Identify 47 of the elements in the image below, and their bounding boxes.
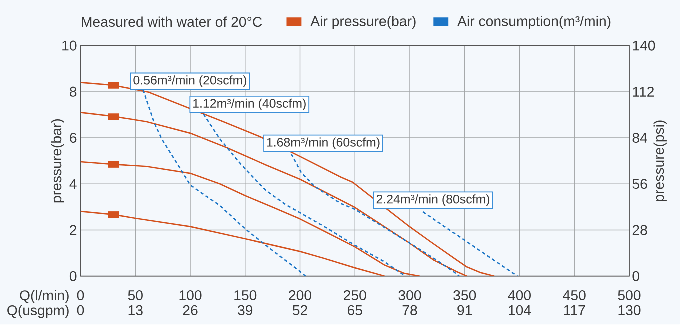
x-tick-label: 250 xyxy=(344,290,366,301)
y-tick-label: 10 xyxy=(62,40,77,51)
x-tick-label: 50 xyxy=(128,290,143,301)
y-tick-label: 2 xyxy=(70,225,77,236)
x2-tick-label: 65 xyxy=(348,306,362,316)
x-tick-label: 350 xyxy=(454,290,476,301)
x-tick-label: 300 xyxy=(398,290,422,301)
y2-tick-label: 112 xyxy=(633,87,654,98)
x-tick-label: 0 xyxy=(77,290,84,301)
x-tick-label: 500 xyxy=(618,290,641,301)
annotation: 0.56m³/min (20scfm) xyxy=(134,76,247,88)
x2-tick-label: 26 xyxy=(183,306,198,316)
x-tick-label: 150 xyxy=(234,290,257,301)
y2-tick-label: 84 xyxy=(632,133,648,144)
text: Measured with water of 20°C xyxy=(82,16,262,28)
x2-tick-label: 117 xyxy=(564,306,586,316)
line-series xyxy=(422,212,518,277)
y-tick-label: 8 xyxy=(70,87,77,98)
x-tick-label: 450 xyxy=(563,290,586,301)
x2-tick-label: 130 xyxy=(618,306,641,316)
x2-tick-label: 0 xyxy=(77,306,84,316)
y-tick-label: 4 xyxy=(70,179,77,190)
legend-label: Air pressure(bar) xyxy=(310,16,416,30)
legend-label: Air consumption(m³/min) xyxy=(458,16,611,30)
y-axis-title: pressure(bar) xyxy=(51,120,64,203)
y-tick-label: 0 xyxy=(70,272,77,282)
x-tick-label: 100 xyxy=(180,290,202,301)
annotation: 1.12m³/min (40scfm) xyxy=(194,99,306,111)
annotation: 2.24m³/min (80scfm) xyxy=(376,194,490,206)
x-axis-title: Q(l/min) xyxy=(20,290,69,304)
y-tick-label: 6 xyxy=(70,133,77,144)
x2-tick-label: 52 xyxy=(292,306,308,316)
annotation: 1.68m³/min (60scfm) xyxy=(267,138,380,150)
line-series xyxy=(80,211,386,277)
y2-tick-label: 56 xyxy=(632,179,648,190)
x2-axis-title: Q(usgpm) xyxy=(8,305,69,319)
y2-tick-label: 140 xyxy=(633,40,656,51)
y2-tick-label: 0 xyxy=(632,272,640,282)
y2-axis-title: pressure(psi) xyxy=(654,120,667,202)
x2-tick-label: 104 xyxy=(509,306,532,316)
y2-tick-label: 28 xyxy=(632,225,648,236)
x-tick-label: 200 xyxy=(289,290,312,301)
x-tick-label: 400 xyxy=(508,290,531,301)
x2-tick-label: 13 xyxy=(128,306,143,316)
x2-tick-label: 39 xyxy=(238,306,253,316)
x2-tick-label: 91 xyxy=(458,306,472,316)
x2-tick-label: 78 xyxy=(402,306,418,316)
